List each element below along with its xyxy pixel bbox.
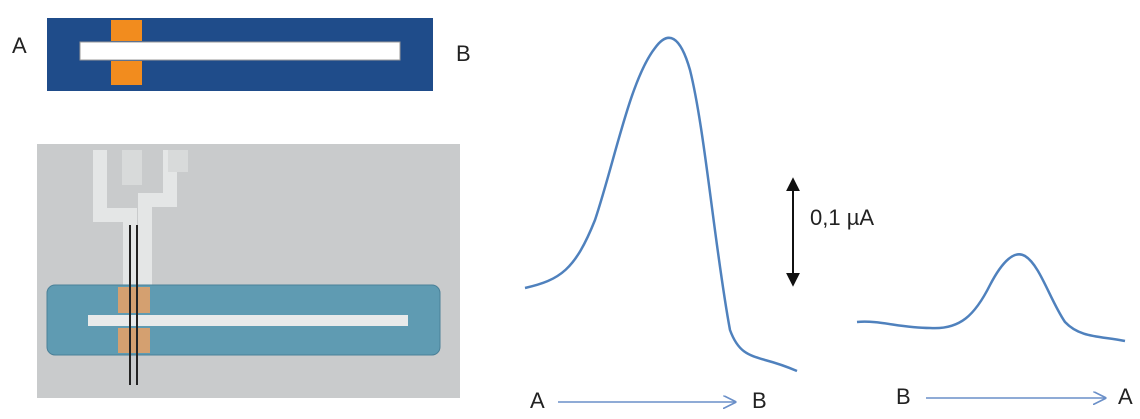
trace-reverse-end: A: [1118, 384, 1133, 409]
photo-pad: [118, 287, 150, 313]
channel-slot: [80, 42, 400, 60]
device-photo: [37, 144, 460, 398]
trace-forward: [525, 38, 797, 371]
schematic: A B: [12, 18, 471, 91]
schematic-left-label: A: [12, 33, 27, 58]
figure: A B 0,1 µA A B B A: [0, 0, 1140, 414]
scale-bar-label: 0,1 µA: [810, 205, 874, 230]
trace-reverse: [857, 254, 1125, 341]
trace-forward-start: A: [530, 388, 545, 413]
trace-forward-end: B: [752, 388, 767, 413]
electrode-pad: [111, 20, 142, 41]
trace-reverse-start: B: [896, 384, 911, 409]
schematic-right-label: B: [456, 41, 471, 66]
photo-pad: [118, 328, 150, 353]
page: {"schematic": {"left_label": "A", "right…: [0, 0, 1140, 414]
electrode-pad: [111, 61, 142, 85]
contact: [122, 150, 142, 185]
contact: [168, 150, 188, 172]
